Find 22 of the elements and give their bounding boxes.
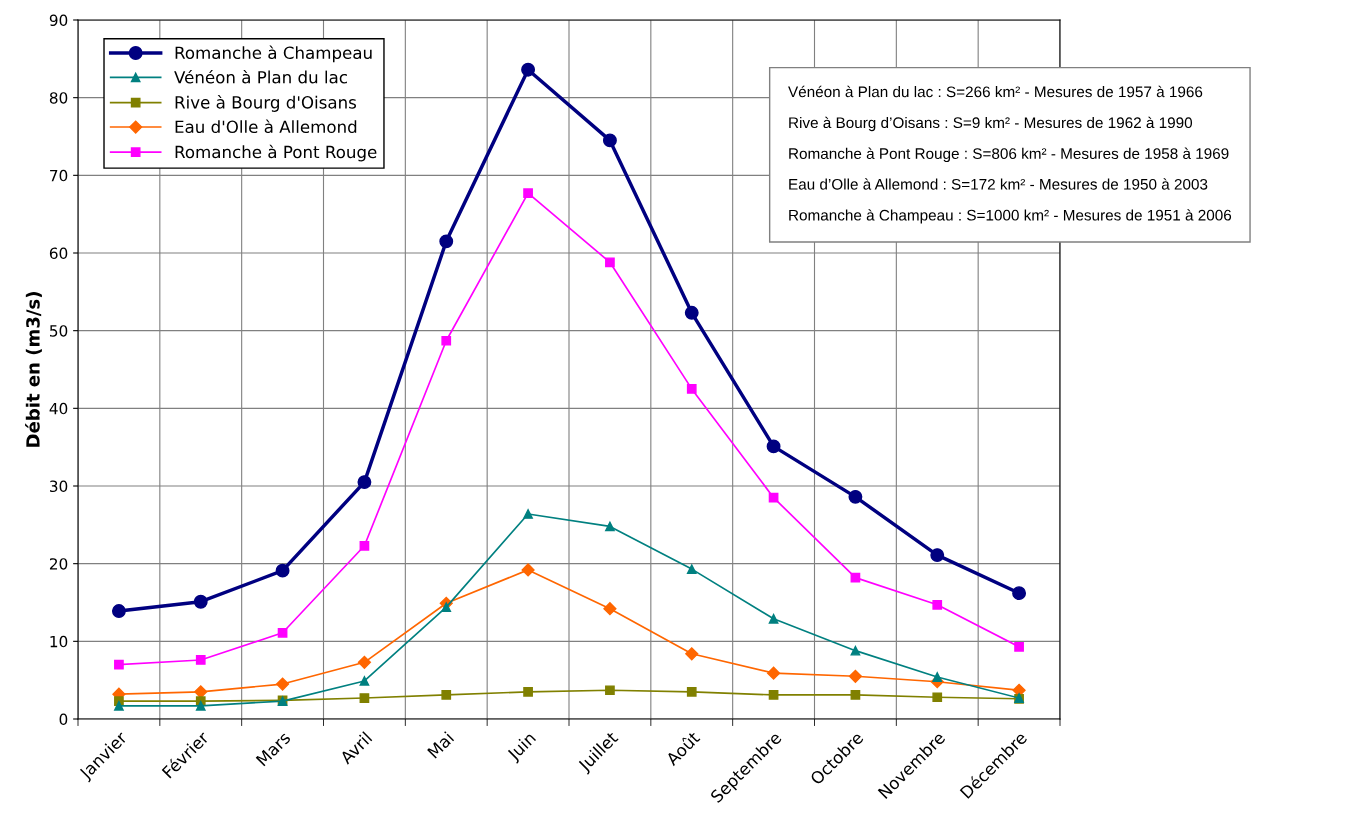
y-tick-label: 70 bbox=[50, 169, 68, 182]
y-tick-label: 50 bbox=[50, 325, 68, 337]
y-tick-label: 90 bbox=[49, 14, 68, 27]
y-tick-label: 20 bbox=[49, 558, 68, 570]
y-tick-label: 60 bbox=[49, 247, 68, 260]
legend-label: Eau d'Olle à Allemond bbox=[175, 119, 357, 134]
x-tick-label: Mai bbox=[426, 731, 455, 759]
y-tick-label: 10 bbox=[50, 635, 68, 648]
annotation: Romanche à Champeau : S=1000 km² - Mesures de 1951 à 2006 bbox=[789, 209, 1232, 224]
annotation: Romanche à Pont Rouge : S=806 km² - Mesures de 1958 à 1969 bbox=[789, 147, 1229, 163]
annotation: Vénéon à Plan du lac : S=266 km² - Mesures de 1957 à 1966 bbox=[788, 85, 1203, 98]
y-tick-label: 30 bbox=[50, 480, 68, 493]
legend-label: Rive à Bourg d'Oisans bbox=[175, 95, 357, 112]
legend-label: Romanche à Champeau bbox=[175, 45, 372, 63]
annotation: Eau d’Olle à Allemond : S=172 km² - Mesures de 1950 à 2003 bbox=[789, 178, 1208, 190]
legend-label: Vénéon à Plan du lac bbox=[174, 69, 347, 84]
annotation: Rive à Bourg d’Oisans : S=9 km² - Mesures de 1962 à 1990 bbox=[789, 116, 1193, 132]
y-tick-label: 40 bbox=[49, 402, 68, 415]
legend-label: Romanche à Pont Rouge bbox=[175, 144, 377, 162]
y-tick-label: 80 bbox=[49, 92, 68, 104]
y-tick-label: 0 bbox=[59, 713, 68, 726]
y-axis-title: Débit en (m3/s) bbox=[25, 292, 42, 447]
